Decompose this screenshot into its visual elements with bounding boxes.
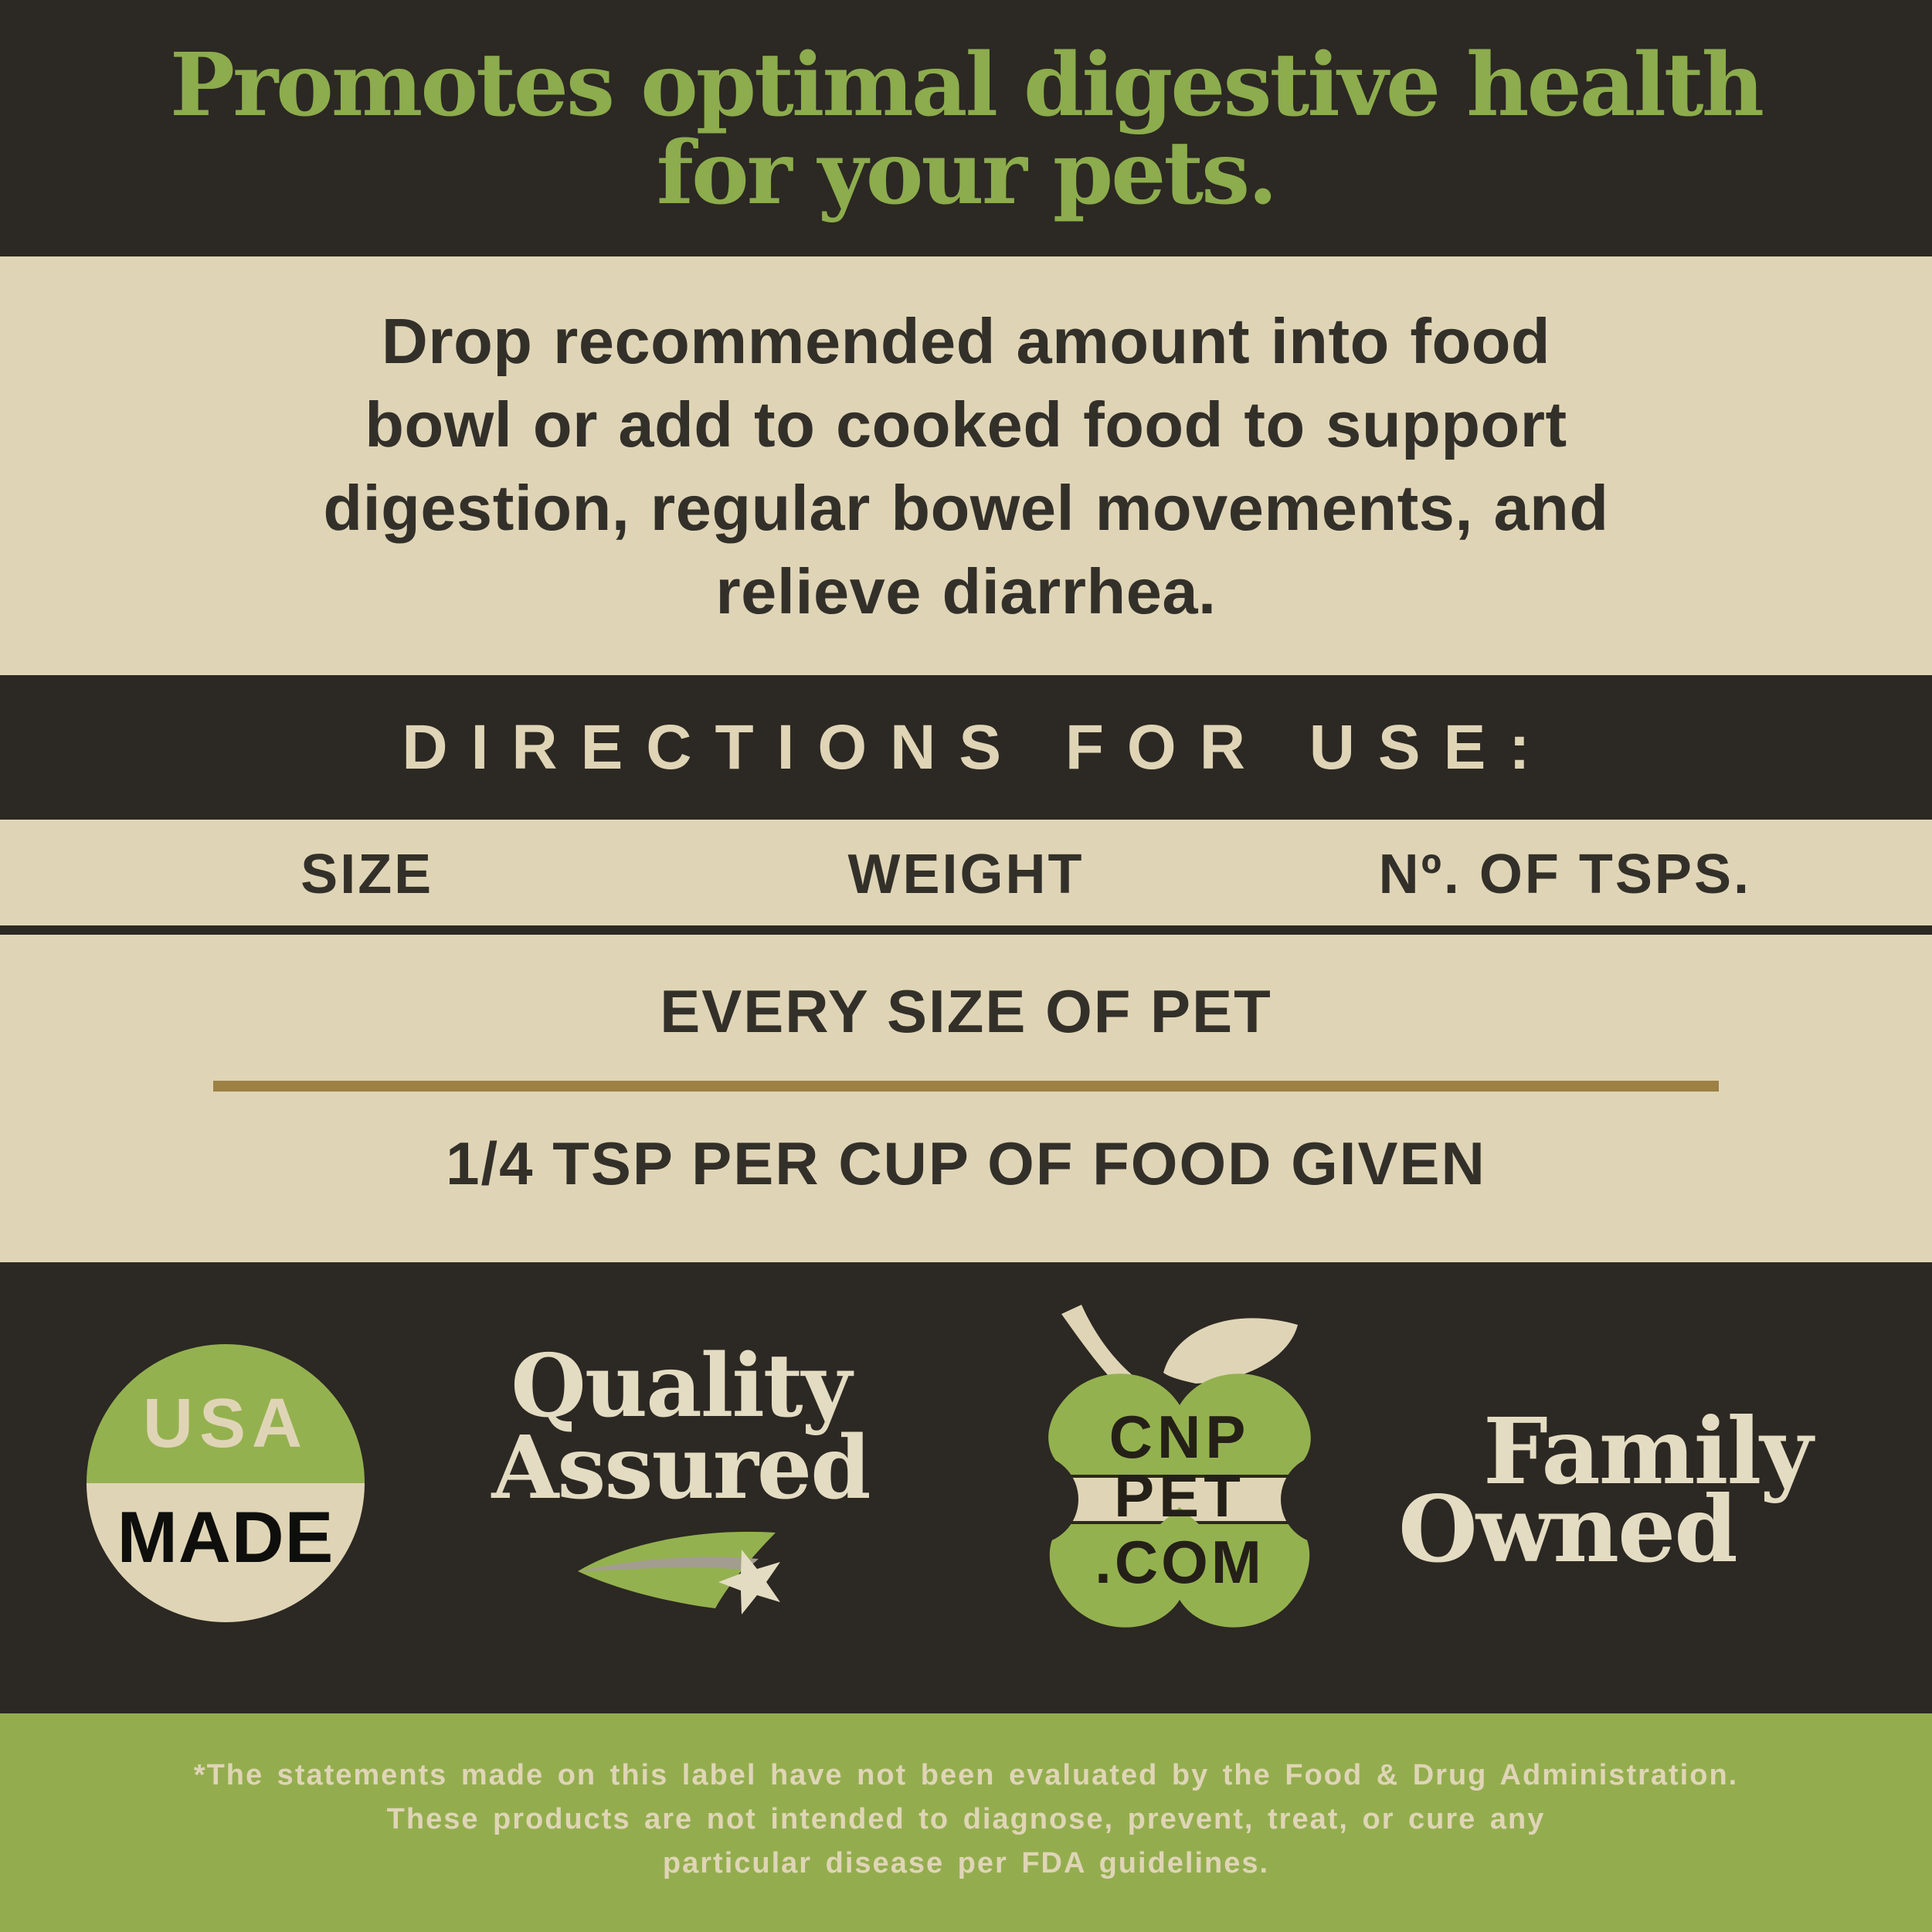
disclaimer-line: *The statements made on this label have … [193, 1759, 1739, 1791]
disclaimer-band: *The statements made on this label have … [0, 1713, 1932, 1932]
column-header-weight: WEIGHT [847, 844, 1085, 905]
pet-text: PET [1114, 1462, 1245, 1530]
table-header-rule [0, 925, 1932, 935]
cnp-text: CNP [1109, 1403, 1251, 1471]
description-line: digestion, regular bowel movements, and [323, 471, 1609, 544]
description-line: relieve diarrhea. [715, 555, 1217, 627]
fda-disclaimer: *The statements made on this label have … [0, 1713, 1932, 1886]
description-line: Drop recommended amount into food [381, 305, 1551, 377]
quality-assured-line1: Quality [511, 1336, 851, 1437]
headline-line1: Promotes optimal digestive health [169, 35, 1764, 136]
directions-title: DIRECTIONS FOR USE: [402, 711, 1553, 783]
apple-bottom [1049, 1507, 1310, 1628]
description-line: bowl or add to cooked food to support [365, 388, 1567, 460]
table-header-row: SIZE WEIGHT Nº. OF TSPS. [0, 843, 1932, 906]
description-band: Drop recommended amount into food bowl o… [0, 256, 1932, 675]
badges-band: USA MADE Quality Assured CNP PET .COM Fa… [0, 1262, 1932, 1713]
usa-made-badge-top-label: USA [142, 1385, 309, 1462]
quality-assured-badge: Quality Assured [476, 1343, 885, 1512]
directions-title-band: DIRECTIONS FOR USE: [0, 675, 1932, 820]
disclaimer-line: These products are not intended to diagn… [386, 1803, 1546, 1835]
family-owned-badge: Family Owned [1398, 1397, 1846, 1583]
cnp-pet-apple-logo: CNP PET .COM [1027, 1305, 1333, 1628]
headline-line2: for your pets. [656, 123, 1278, 225]
table-row-divider [213, 1081, 1719, 1092]
usa-made-badge-bottom-label: MADE [117, 1496, 334, 1577]
table-row-dose: 1/4 TSP PER CUP OF FOOD GIVEN [446, 1129, 1486, 1197]
directions-table: SIZE WEIGHT Nº. OF TSPS. EVERY SIZE OF P… [0, 820, 1932, 1262]
column-header-size: SIZE [300, 844, 434, 905]
disclaimer-line: particular disease per FDA guidelines. [662, 1847, 1270, 1879]
table-row-size: EVERY SIZE OF PET [660, 977, 1272, 1045]
headline: Promotes optimal digestive health for yo… [0, 0, 1932, 218]
com-text: .COM [1095, 1528, 1265, 1596]
headline-band: Promotes optimal digestive health for yo… [0, 0, 1932, 256]
column-header-tsps: Nº. OF TSPS. [1378, 844, 1751, 905]
usage-description: Drop recommended amount into food bowl o… [0, 256, 1932, 633]
shooting-star-icon [578, 1531, 780, 1615]
quality-assured-line2: Assured [491, 1418, 871, 1519]
usa-made-badge: USA MADE [87, 1344, 365, 1622]
apple-top [1048, 1373, 1311, 1475]
family-owned-line1: Family [1483, 1397, 1813, 1505]
apple-leaf [1163, 1318, 1298, 1384]
family-owned-line2: Owned [1398, 1475, 1738, 1583]
